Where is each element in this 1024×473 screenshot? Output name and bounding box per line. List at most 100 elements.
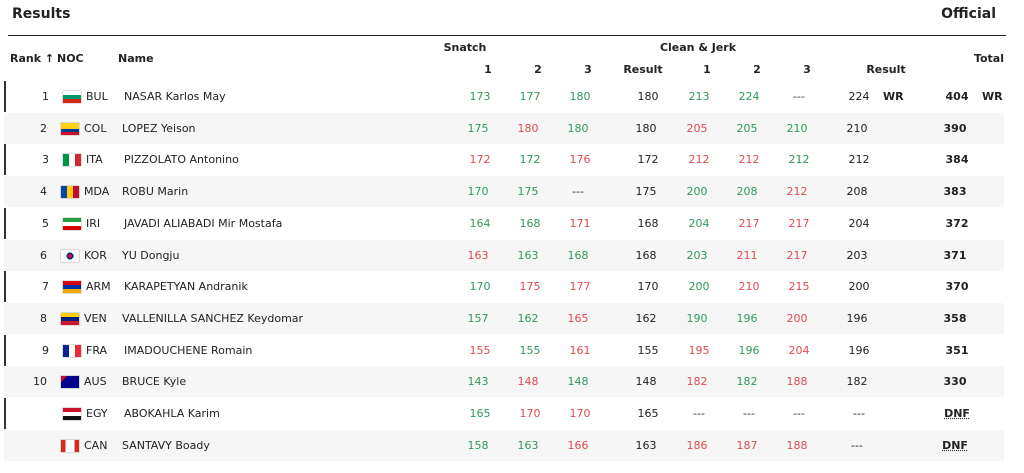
- rank: 10: [33, 375, 47, 389]
- snatch-attempt: 166: [567, 438, 589, 452]
- flag: [61, 439, 79, 452]
- snatch-attempt: 170: [569, 407, 591, 420]
- cj-attempt: 212: [788, 153, 810, 167]
- total: 330: [943, 375, 967, 389]
- cj-attempt: 211: [736, 248, 758, 262]
- snatch-attempt: 173: [469, 90, 491, 103]
- cj-attempt: 224: [738, 90, 760, 103]
- cj-attempt: 217: [738, 216, 760, 230]
- noc: VEN: [84, 311, 107, 325]
- total: 358: [943, 311, 967, 325]
- cj-attempt: ---: [693, 407, 705, 420]
- result-row: 10 AUS BRUCE Kyle 143 148 148 148 182 182 188 182 3…: [4, 366, 1004, 398]
- snatch-attempt: 158: [467, 438, 489, 452]
- record: WR: [982, 90, 1003, 103]
- snatch-attempt: 163: [467, 248, 489, 262]
- title: Results: [12, 6, 71, 22]
- cj-result: 196: [846, 311, 868, 325]
- athlete-name: KARAPETYAN Andranik: [124, 280, 248, 294]
- total-header: Total: [973, 52, 1004, 65]
- flag: [61, 312, 79, 325]
- attempt-header: 1: [484, 63, 492, 76]
- result-row: 5 IRI JAVADI ALIABADI Mir Mostafa 164 168 171…: [4, 207, 1006, 239]
- snatch-attempt: 165: [469, 407, 491, 420]
- flag: [63, 217, 81, 230]
- total: 351: [945, 343, 969, 357]
- snatch-attempt: 177: [569, 280, 591, 294]
- flag: [61, 376, 79, 389]
- cj-attempt: 188: [786, 375, 808, 389]
- noc: MDA: [84, 185, 110, 199]
- flag: [63, 91, 81, 103]
- result-row: CAN SANTAVY Boady 158 163 166 163 186 187 188 ---…: [4, 429, 1004, 461]
- cj-attempt: 196: [738, 343, 760, 357]
- noc: IRI: [86, 216, 101, 230]
- rank: 1: [42, 90, 49, 103]
- snatch-result: 163: [635, 438, 657, 452]
- flag: [63, 408, 81, 420]
- noc-header: NOC: [57, 52, 84, 65]
- snatch-attempt: 175: [517, 185, 539, 199]
- rank: 5: [42, 216, 49, 230]
- cj-attempt: 195: [688, 343, 710, 357]
- snatch-attempt: 170: [467, 185, 489, 199]
- snatch-attempt: 180: [569, 90, 591, 103]
- noc: ARM: [86, 280, 111, 294]
- cj-attempt: 204: [788, 343, 810, 357]
- cj-attempt: 208: [736, 185, 758, 199]
- snatch-result: 180: [635, 121, 657, 135]
- snatch-attempt: ---: [572, 185, 584, 199]
- total: 370: [945, 280, 969, 294]
- total: 390: [943, 121, 967, 135]
- cj-attempt: 187: [736, 438, 758, 452]
- athlete-name: PIZZOLATO Antonino: [124, 153, 239, 167]
- rank: 6: [40, 248, 47, 262]
- snatch-result: 162: [635, 311, 657, 325]
- cj-result: 212: [848, 153, 870, 167]
- rank-header[interactable]: Rank ↑: [10, 52, 55, 65]
- cj-result: 203: [846, 248, 868, 262]
- snatch-result: 168: [635, 248, 657, 262]
- snatch-result: 148: [635, 375, 657, 389]
- divider: [8, 35, 1006, 36]
- total: DNF: [944, 407, 970, 420]
- snatch-attempt: 170: [469, 280, 491, 294]
- cj-result: 224: [848, 90, 870, 103]
- snatch-attempt: 175: [519, 280, 541, 294]
- cj-attempt: 186: [686, 438, 708, 452]
- total: 371: [943, 248, 967, 262]
- athlete-name: SANTAVY Boady: [122, 438, 210, 452]
- athlete-name: NASAR Karlos May: [124, 90, 226, 103]
- snatch-attempt: 155: [519, 343, 541, 357]
- cj-result: 204: [848, 216, 870, 230]
- rank: 9: [42, 343, 49, 357]
- total: 384: [945, 153, 969, 167]
- result-row: 3 ITA PIZZOLATO Antonino 172 172 176 172 212 212…: [4, 144, 1006, 176]
- snatch-result: 170: [637, 280, 659, 294]
- snatch-attempt: 170: [519, 407, 541, 420]
- cj-result: ---: [851, 438, 863, 452]
- flag: [63, 281, 81, 294]
- snatch-attempt: 172: [469, 153, 491, 167]
- snatch-result: 172: [637, 153, 659, 167]
- cj-attempt: 212: [738, 153, 760, 167]
- noc: CAN: [84, 438, 108, 452]
- rank: 7: [42, 280, 49, 294]
- attempt-header: 3: [584, 63, 592, 76]
- cj-result: 200: [848, 280, 870, 294]
- snatch-attempt: 143: [467, 375, 489, 389]
- cj-attempt: 212: [688, 153, 710, 167]
- cj-attempt: 188: [786, 438, 808, 452]
- snatch-attempt: 163: [517, 438, 539, 452]
- cj-attempt: 213: [688, 90, 710, 103]
- snatch-attempt: 168: [519, 216, 541, 230]
- cj-attempt: 210: [786, 121, 808, 135]
- rank: 4: [40, 185, 47, 199]
- noc: FRA: [86, 343, 108, 357]
- attempt-header: 3: [803, 63, 811, 76]
- athlete-name: YU Dongju: [122, 248, 180, 262]
- snatch-attempt: 148: [517, 375, 539, 389]
- rank: 8: [40, 311, 47, 325]
- result-row: 2 COL LOPEZ Yeison 175 180 180 180 205 205 210 210…: [4, 112, 1004, 144]
